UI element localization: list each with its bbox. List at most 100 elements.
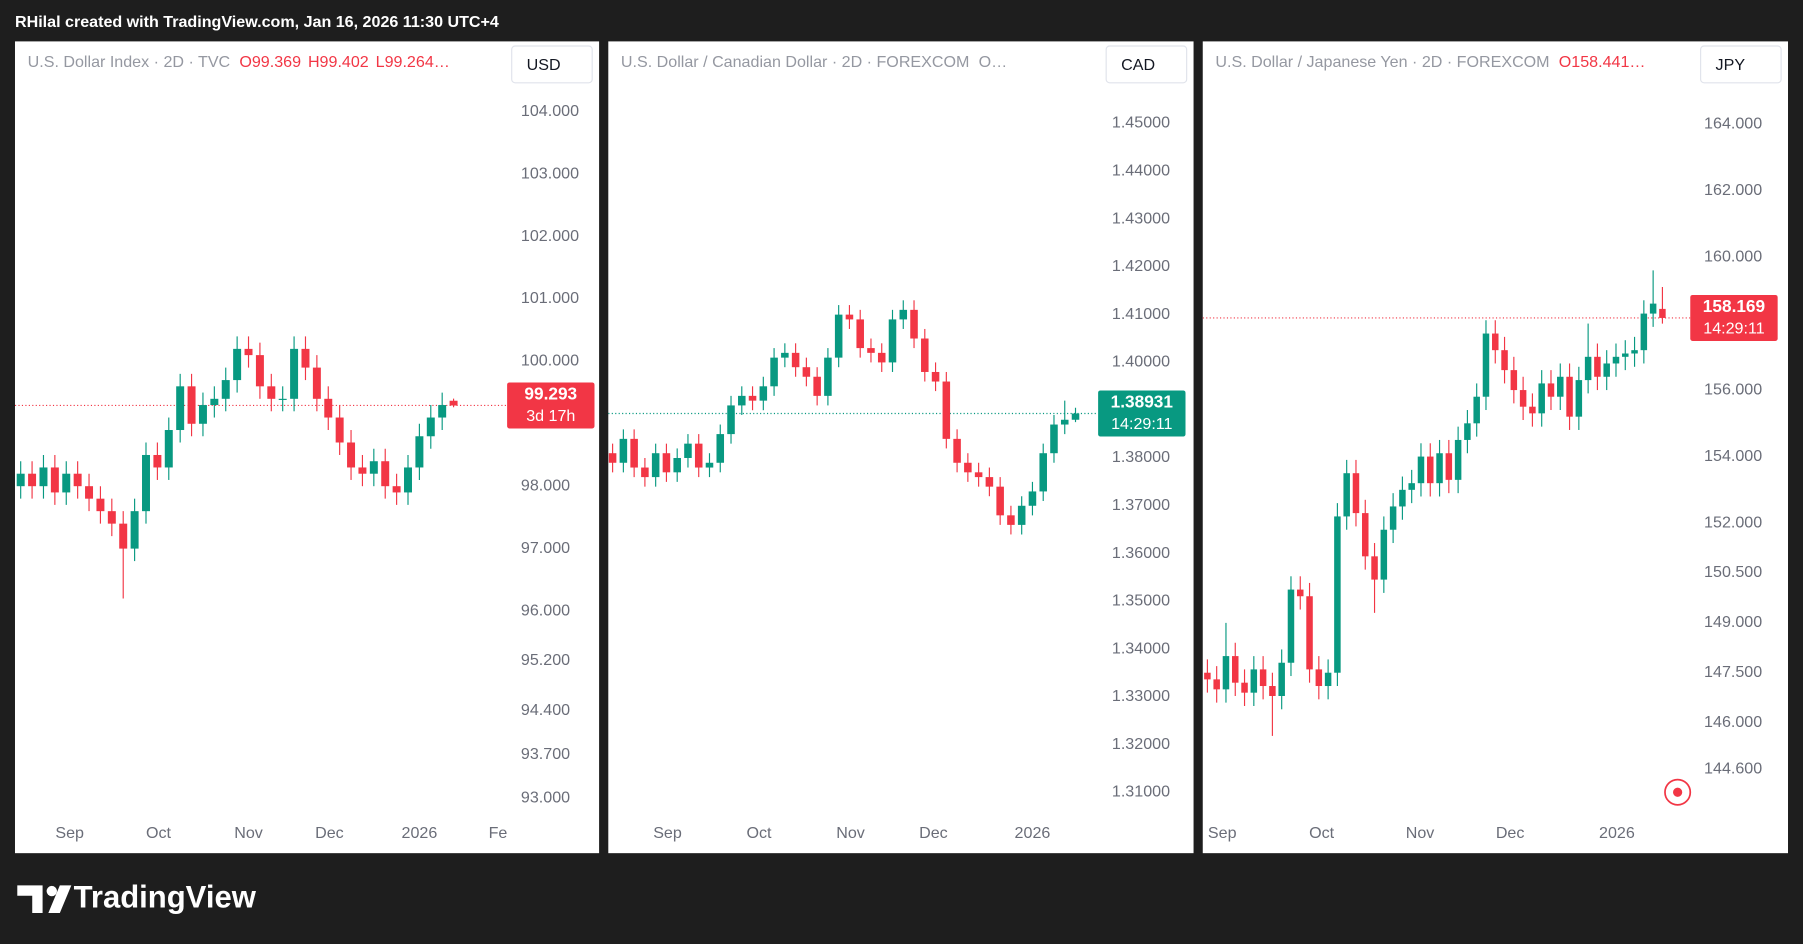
candle-body [834, 314, 843, 358]
plot-area [608, 300, 1099, 535]
candle-body [1584, 356, 1592, 381]
candle-body [1306, 596, 1313, 670]
candle-body [1028, 491, 1037, 506]
x-tick-label: Sep [1208, 824, 1237, 842]
candle-body [62, 473, 71, 493]
candle-body [716, 434, 725, 463]
candle-body [888, 319, 897, 363]
logo-dot [46, 885, 57, 897]
candle-body [1060, 419, 1069, 425]
candle-body [1213, 679, 1220, 690]
y-tick-label: 98.000 [521, 476, 570, 494]
candle-body [759, 386, 768, 401]
x-tick-label: Sep [55, 824, 84, 842]
y-tick-label: 97.000 [521, 539, 570, 557]
x-tick-label: Nov [1406, 824, 1435, 842]
candle-body [1547, 383, 1555, 397]
candle-body [324, 398, 333, 418]
y-tick-label: 100.000 [521, 352, 579, 370]
candle-body [1529, 406, 1536, 414]
candle-body [1436, 453, 1443, 484]
candle-body [1640, 313, 1648, 351]
record-ring [1664, 778, 1692, 806]
candle-body [608, 453, 617, 463]
candle-body [290, 348, 299, 399]
candle-body [381, 461, 390, 487]
y-tick-label: 1.42000 [1112, 257, 1170, 275]
last-price-box [1690, 294, 1778, 341]
candle-body [1287, 589, 1295, 663]
candle-body [1603, 363, 1610, 377]
x-tick-label: Dec [919, 824, 948, 842]
x-tick-label: Sep [653, 824, 682, 842]
candle-body [1007, 515, 1015, 525]
ohlc-value: L99.264… [376, 53, 450, 71]
y-tick-label: 154.000 [1704, 447, 1762, 465]
candle-body [748, 395, 757, 401]
chart-panel: 104.000 103.000 102.000 101.000 100.000 98.00… [14, 41, 600, 854]
brand-logo [17, 885, 72, 913]
last-price-label: 158.169 [1703, 296, 1765, 316]
y-tick-label: 1.37000 [1112, 496, 1170, 514]
y-tick-label: 152.000 [1704, 513, 1762, 531]
y-tick-label: 101.000 [521, 289, 579, 307]
candle-body [1250, 669, 1258, 693]
ohlc-value: O99.369 [239, 53, 301, 71]
record-icon [1664, 778, 1692, 806]
candle-body [1362, 513, 1369, 557]
candle-body [824, 357, 832, 396]
candle-body [164, 430, 173, 468]
y-tick-label: 1.36000 [1112, 544, 1170, 562]
currency-label: JPY [1716, 56, 1746, 74]
candle-body [130, 511, 139, 549]
candle-body [1050, 424, 1058, 454]
candle-body [1222, 656, 1230, 690]
x-tick-label: 2026 [1599, 824, 1635, 842]
panel-background [14, 41, 600, 854]
candle-body [630, 438, 638, 468]
candle-body [1575, 380, 1583, 417]
candle-body [1039, 453, 1047, 492]
candle-body [781, 352, 789, 358]
panel-title: U.S. Dollar Index · 2D · TVC O99.369 H99.4… [28, 53, 450, 71]
candle-body [641, 467, 649, 478]
candle-body [1659, 308, 1666, 318]
ohlc-value: O158.441… [1559, 53, 1646, 71]
candle-body [392, 486, 401, 493]
candle-body [1371, 556, 1378, 580]
y-tick-label: 94.400 [521, 701, 570, 719]
last-price-label: 1.38931 [1111, 392, 1174, 412]
candle-body [953, 438, 961, 463]
candle-body [1594, 356, 1601, 377]
candle-body [1417, 456, 1425, 484]
candle-body [964, 462, 972, 473]
candle-body [358, 467, 367, 474]
candle-body [415, 436, 424, 468]
x-tick-label: Fe [489, 824, 508, 842]
candle-body [931, 371, 940, 382]
candle-body [1538, 383, 1545, 414]
candle-body [335, 417, 344, 443]
y-tick-label: 1.45000 [1112, 114, 1170, 132]
candle-body [1334, 516, 1341, 673]
panel-background [608, 41, 1194, 854]
y-tick-label: 1.43000 [1112, 209, 1170, 227]
candle-body [791, 352, 800, 368]
candle-body [449, 400, 458, 406]
title-text: U.S. Dollar / Japanese Yen · 2D · FOREXC… [1215, 53, 1549, 71]
currency-label: USD [527, 56, 561, 74]
candle-body [176, 386, 185, 431]
x-tick-label: Dec [1496, 824, 1525, 842]
candle-body [684, 443, 692, 458]
currency-box [1105, 45, 1188, 84]
candle-body [244, 348, 253, 356]
record-dot [1673, 787, 1683, 797]
candle-body [1557, 376, 1564, 397]
candle-body [142, 454, 150, 512]
candle-body [119, 523, 128, 549]
candle-body [301, 348, 310, 368]
x-tick-label: Oct [146, 824, 172, 842]
brand-name: TradingView [74, 879, 257, 914]
y-tick-label: 93.000 [521, 789, 570, 807]
candle-body [1612, 356, 1620, 364]
